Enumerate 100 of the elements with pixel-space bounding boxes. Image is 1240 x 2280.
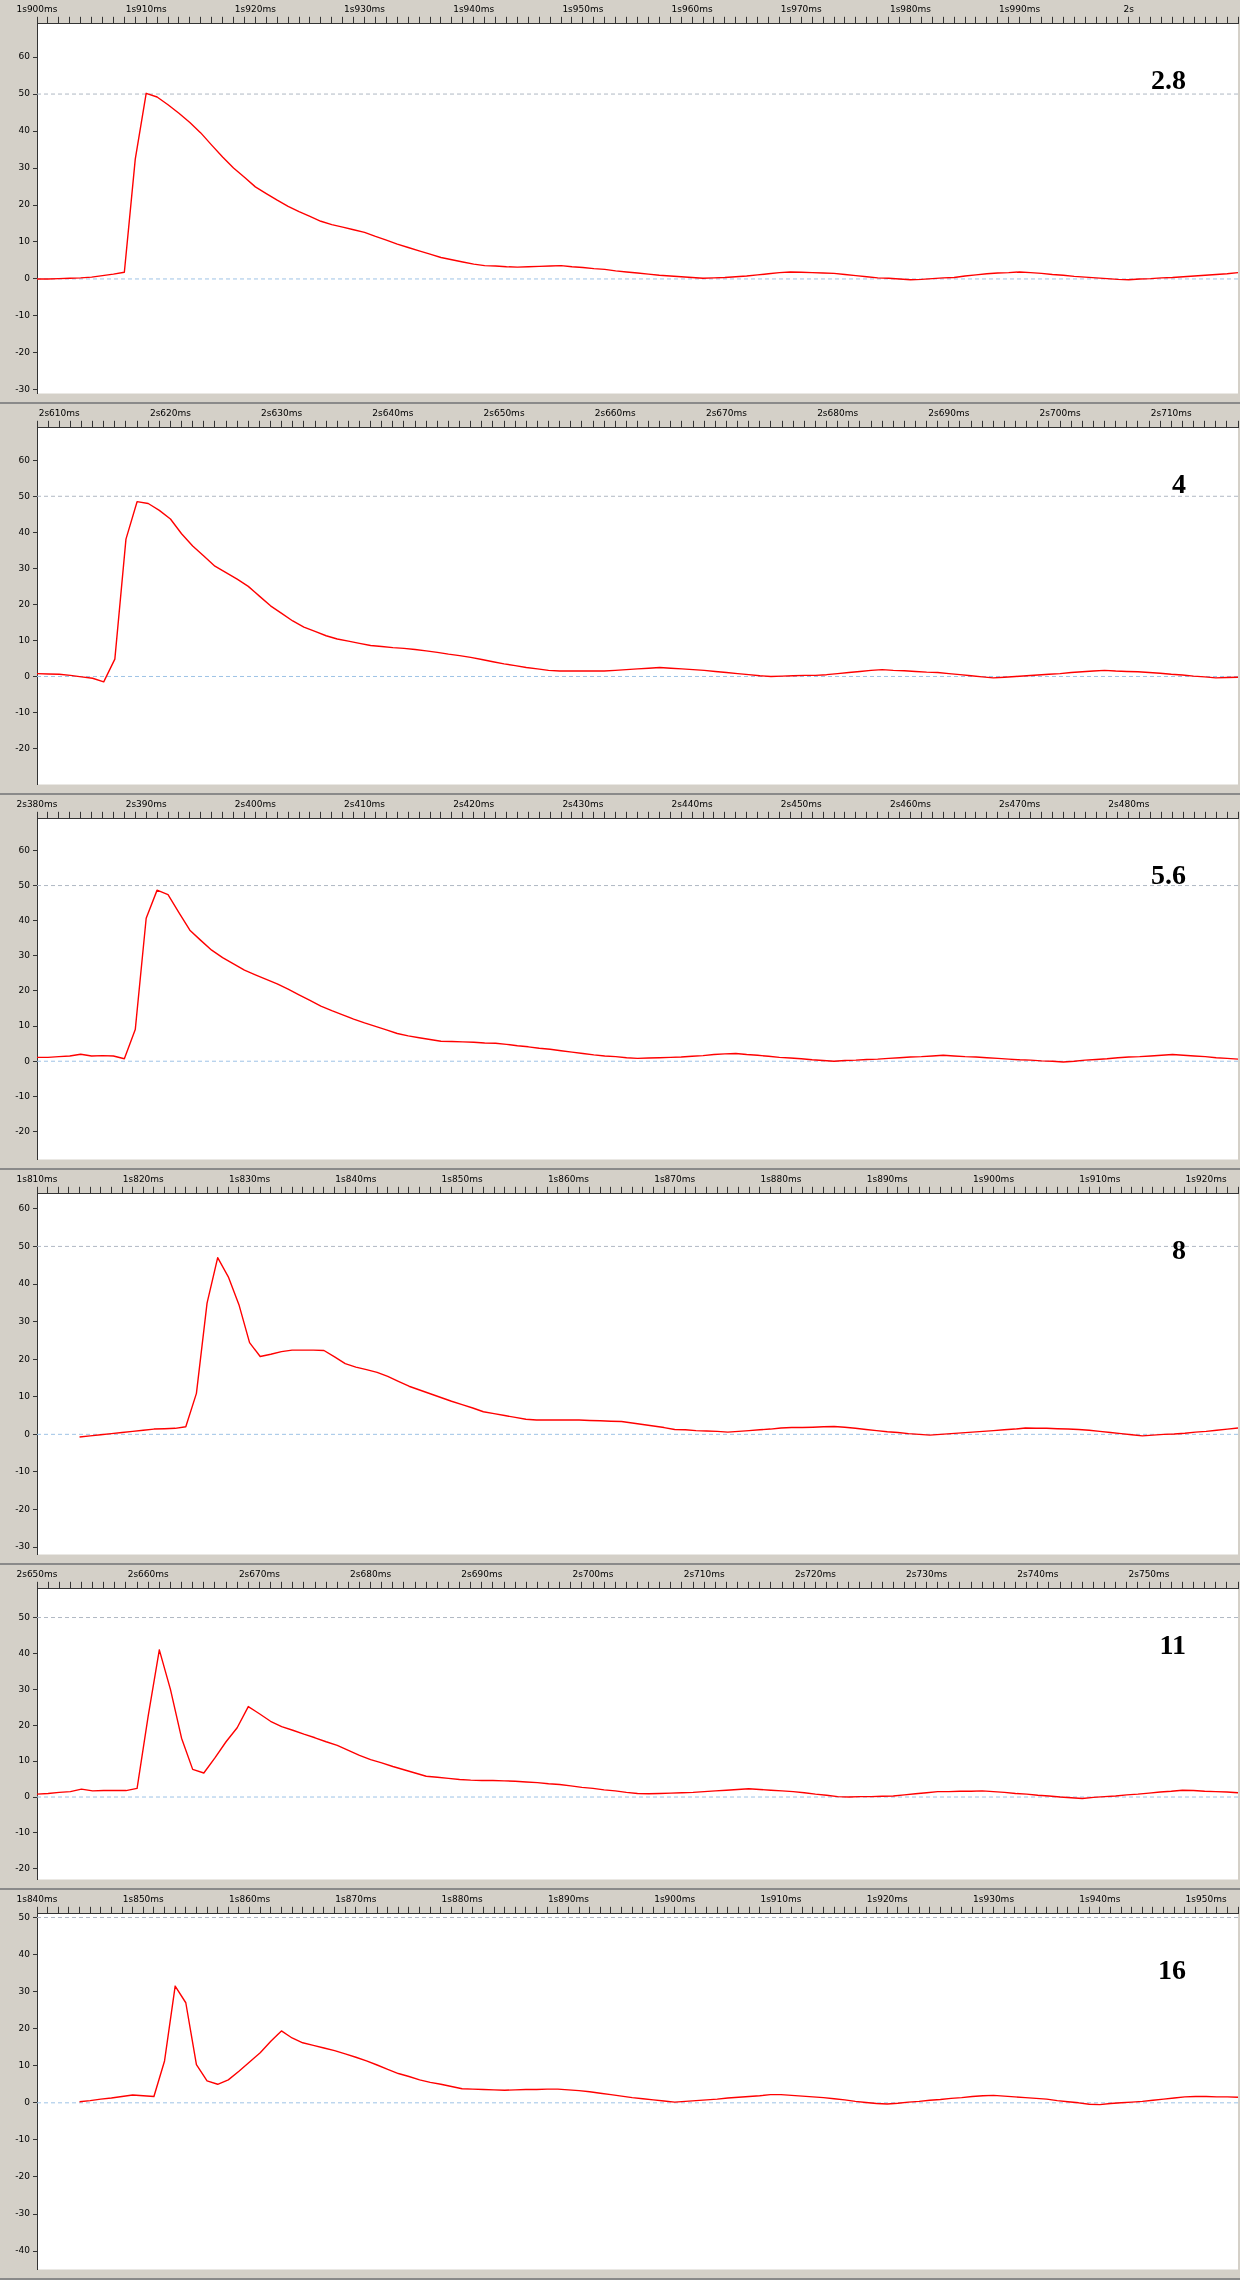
x-tick-label: 1s950ms (1185, 1893, 1227, 1904)
x-tick-label: 1s880ms (441, 1893, 483, 1904)
y-tick-label: -10 (15, 310, 31, 321)
x-tick-label: 2s700ms (1039, 407, 1081, 418)
y-tick-label: 50 (18, 1240, 31, 1251)
x-tick-label: 1s940ms (453, 3, 495, 14)
x-tick-label: 1s970ms (780, 3, 823, 14)
y-tick-label: 30 (18, 1315, 31, 1326)
y-tick-label: -10 (15, 1827, 31, 1838)
x-tick-label: 2s410ms (344, 798, 386, 809)
x-tick-label: 1s860ms (547, 1173, 590, 1184)
y-tick-label: -20 (15, 1503, 31, 1514)
x-tick-label: 2s450ms (780, 798, 823, 809)
y-tick-label: 40 (18, 1278, 31, 1289)
x-tick-label: 2s670ms (238, 1568, 281, 1579)
x-tick-label: 2s690ms (928, 407, 970, 418)
x-tick-label: 1s920ms (234, 3, 277, 14)
annotation: 16 (1158, 1954, 1186, 1986)
y-tick-label: 40 (18, 125, 31, 136)
y-tick-label: 10 (18, 1391, 31, 1402)
x-tick-label: 2s650ms (483, 407, 525, 418)
y-tick-label: 60 (18, 1203, 31, 1214)
x-tick-label: 2s730ms (906, 1568, 948, 1579)
annotation: 4 (1172, 468, 1186, 500)
x-tick-label: 2s460ms (889, 798, 932, 809)
y-tick-label: 30 (18, 950, 31, 961)
x-tick-label: 1s960ms (671, 3, 713, 14)
x-tick-label: 2s740ms (1017, 1568, 1059, 1579)
annotation: 2.8 (1151, 64, 1186, 96)
y-tick-label: 60 (18, 454, 31, 465)
y-tick-label: -20 (15, 1863, 31, 1874)
y-tick-label: 10 (18, 1755, 31, 1766)
x-tick-label: 1s850ms (441, 1173, 483, 1184)
x-tick-label: 1s850ms (122, 1893, 165, 1904)
x-tick-label: 1s900ms (973, 1173, 1015, 1184)
x-tick-label: 2s470ms (999, 798, 1041, 809)
x-tick-label: 2s720ms (794, 1568, 837, 1579)
y-tick-label: 10 (18, 2060, 31, 2071)
y-tick-label: 0 (24, 2097, 31, 2108)
y-tick-label: -10 (15, 706, 31, 717)
x-tick-label: 1s900ms (654, 1893, 696, 1904)
y-tick-label: -20 (15, 2171, 31, 2182)
x-tick-label: 2s670ms (705, 407, 748, 418)
y-tick-label: 20 (18, 985, 31, 996)
y-tick-label: 50 (18, 1911, 31, 1922)
y-tick-label: 0 (24, 670, 31, 681)
y-tick-label: 40 (18, 915, 31, 926)
y-tick-label: -30 (15, 384, 31, 395)
x-tick-label: 2s680ms (350, 1568, 392, 1579)
y-tick-label: 10 (18, 634, 31, 645)
y-tick-label: 50 (18, 490, 31, 501)
y-tick-label: 0 (24, 1055, 31, 1066)
x-tick-label: 2s710ms (683, 1568, 726, 1579)
y-tick-label: -30 (15, 2208, 31, 2219)
annotation: 11 (1159, 1629, 1186, 1661)
y-tick-label: 30 (18, 162, 31, 173)
x-tick-label: 2s630ms (261, 407, 303, 418)
x-tick-label: 2s680ms (817, 407, 859, 418)
x-tick-label: 1s860ms (229, 1893, 271, 1904)
x-tick-label: 1s900ms (16, 3, 58, 14)
y-tick-label: -30 (15, 1541, 31, 1552)
y-tick-label: -10 (15, 2134, 31, 2145)
y-tick-label: 0 (24, 1428, 31, 1439)
x-tick-label: 2s480ms (1108, 798, 1150, 809)
y-tick-label: 50 (18, 879, 31, 890)
x-tick-label: 2s660ms (594, 407, 637, 418)
y-tick-label: -10 (15, 1466, 31, 1477)
x-tick-label: 1s890ms (547, 1893, 590, 1904)
y-tick-label: -10 (15, 1090, 31, 1101)
x-tick-label: 2s750ms (1128, 1568, 1170, 1579)
y-tick-label: 50 (18, 1611, 31, 1622)
y-tick-label: 20 (18, 2023, 31, 2034)
y-tick-label: 30 (18, 1683, 31, 1694)
x-tick-label: 1s830ms (229, 1173, 271, 1184)
x-tick-label: 2s390ms (125, 798, 168, 809)
x-tick-label: 1s930ms (973, 1893, 1015, 1904)
y-tick-label: 40 (18, 1647, 31, 1658)
y-tick-label: 0 (24, 273, 31, 284)
y-tick-label: 20 (18, 1719, 31, 1730)
y-tick-label: 40 (18, 1948, 31, 1959)
x-tick-label: 1s990ms (999, 3, 1041, 14)
x-tick-label: 1s980ms (889, 3, 932, 14)
y-tick-label: -40 (15, 2245, 31, 2256)
y-tick-label: 20 (18, 1353, 31, 1364)
x-tick-label: 1s840ms (335, 1173, 377, 1184)
x-tick-label: 2s620ms (149, 407, 192, 418)
y-tick-label: 30 (18, 1985, 31, 1996)
annotation: 8 (1172, 1234, 1186, 1266)
y-tick-label: 10 (18, 1020, 31, 1031)
x-tick-label: 2s420ms (453, 798, 495, 809)
x-tick-label: 2s440ms (671, 798, 713, 809)
y-tick-label: -20 (15, 347, 31, 358)
x-tick-label: 2s640ms (372, 407, 414, 418)
y-tick-label: 50 (18, 88, 31, 99)
y-tick-label: 60 (18, 844, 31, 855)
y-tick-label: 10 (18, 236, 31, 247)
x-tick-label: 1s930ms (344, 3, 386, 14)
x-tick-label: 2s710ms (1150, 407, 1193, 418)
x-tick-label: 1s870ms (335, 1893, 377, 1904)
x-tick-label: 1s940ms (1079, 1893, 1121, 1904)
